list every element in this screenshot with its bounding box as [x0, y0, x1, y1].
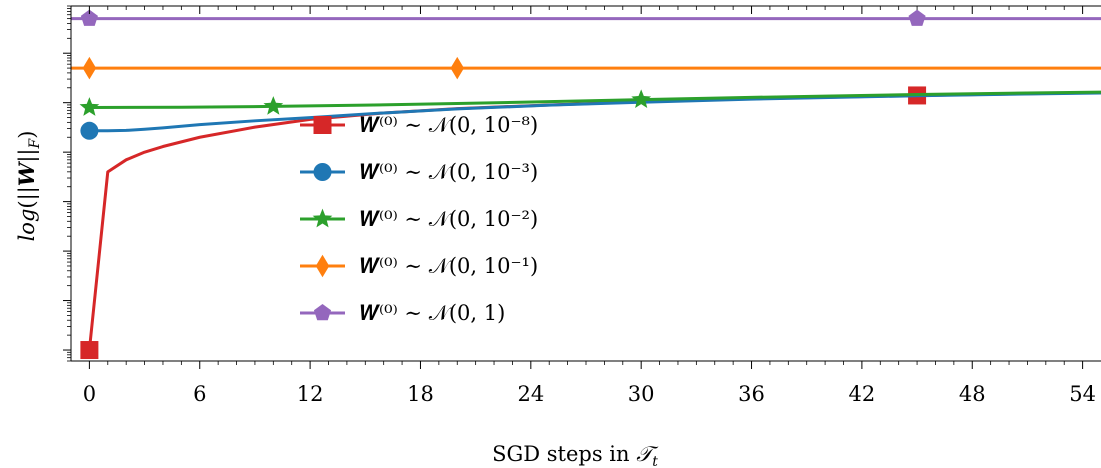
- legend-marker-0: [313, 116, 332, 134]
- x-axis-label: SGD steps in 𝒯t: [492, 442, 659, 468]
- series-2-point-0: [79, 97, 100, 116]
- series-layer: [71, 9, 1101, 360]
- x-tick-label-4: 24: [517, 382, 544, 406]
- y-axis-label: log(||W||F): [14, 131, 43, 242]
- legend-label-2: 𝑾⁽⁰⁾ ∼ 𝒩(0, 10⁻²): [360, 207, 538, 231]
- x-tick-label-8: 48: [959, 382, 986, 406]
- series-4: [71, 9, 1101, 26]
- x-tick-label-9: 54: [1069, 382, 1096, 406]
- legend-item-4: 𝑾⁽⁰⁾ ∼ 𝒩(0, 1): [300, 301, 505, 325]
- x-tick-label-1: 6: [193, 382, 206, 406]
- x-tick-label-3: 18: [407, 382, 434, 406]
- series-3-point-0: [82, 56, 97, 80]
- series-line-2: [89, 90, 1101, 109]
- legend-item-3: 𝑾⁽⁰⁾ ∼ 𝒩(0, 10⁻¹): [300, 254, 538, 278]
- series-2-point-2: [631, 89, 652, 109]
- legend-label-4: 𝑾⁽⁰⁾ ∼ 𝒩(0, 1): [360, 301, 505, 325]
- legend-label-1: 𝑾⁽⁰⁾ ∼ 𝒩(0, 10⁻³): [360, 160, 538, 184]
- legend-marker-3: [315, 254, 330, 278]
- legend-item-0: 𝑾⁽⁰⁾ ∼ 𝒩(0, 10⁻⁸): [300, 113, 538, 137]
- legend-label-3: 𝑾⁽⁰⁾ ∼ 𝒩(0, 10⁻¹): [360, 254, 538, 278]
- legend-item-1: 𝑾⁽⁰⁾ ∼ 𝒩(0, 10⁻³): [300, 160, 538, 184]
- series-2: [79, 89, 1101, 116]
- legend-marker-1: [313, 163, 332, 181]
- series-0-point-0: [80, 341, 99, 360]
- x-tick-label-2: 12: [297, 382, 324, 406]
- x-tick-label-7: 42: [849, 382, 876, 406]
- series-1: [80, 91, 1101, 140]
- series-3: [71, 56, 1101, 80]
- series-1-point-0: [80, 121, 99, 140]
- series-4-point-0: [80, 9, 98, 26]
- legend-marker-2: [312, 208, 333, 228]
- legend-label-0: 𝑾⁽⁰⁾ ∼ 𝒩(0, 10⁻⁸): [360, 113, 538, 137]
- x-tick-label-0: 0: [83, 382, 96, 406]
- series-4-point-1: [908, 9, 926, 26]
- legend-marker-4: [313, 304, 332, 321]
- legend: 𝑾⁽⁰⁾ ∼ 𝒩(0, 10⁻⁸) 𝑾⁽⁰⁾ ∼ 𝒩(0, 10⁻³) 𝑾⁽⁰⁾ ∼…: [300, 113, 538, 325]
- axes: 0 6 12 18 24 30 36 42 48 54: [63, 5, 1101, 406]
- x-tick-label-6: 36: [738, 382, 765, 406]
- legend-item-2: 𝑾⁽⁰⁾ ∼ 𝒩(0, 10⁻²): [300, 207, 538, 231]
- x-tick-label-5: 30: [628, 382, 655, 406]
- series-2-point-1: [263, 96, 284, 115]
- series-0: [80, 86, 1101, 360]
- series-line-1: [89, 91, 1101, 133]
- series-line-0: [87, 91, 1101, 351]
- series-3-point-1: [450, 56, 464, 80]
